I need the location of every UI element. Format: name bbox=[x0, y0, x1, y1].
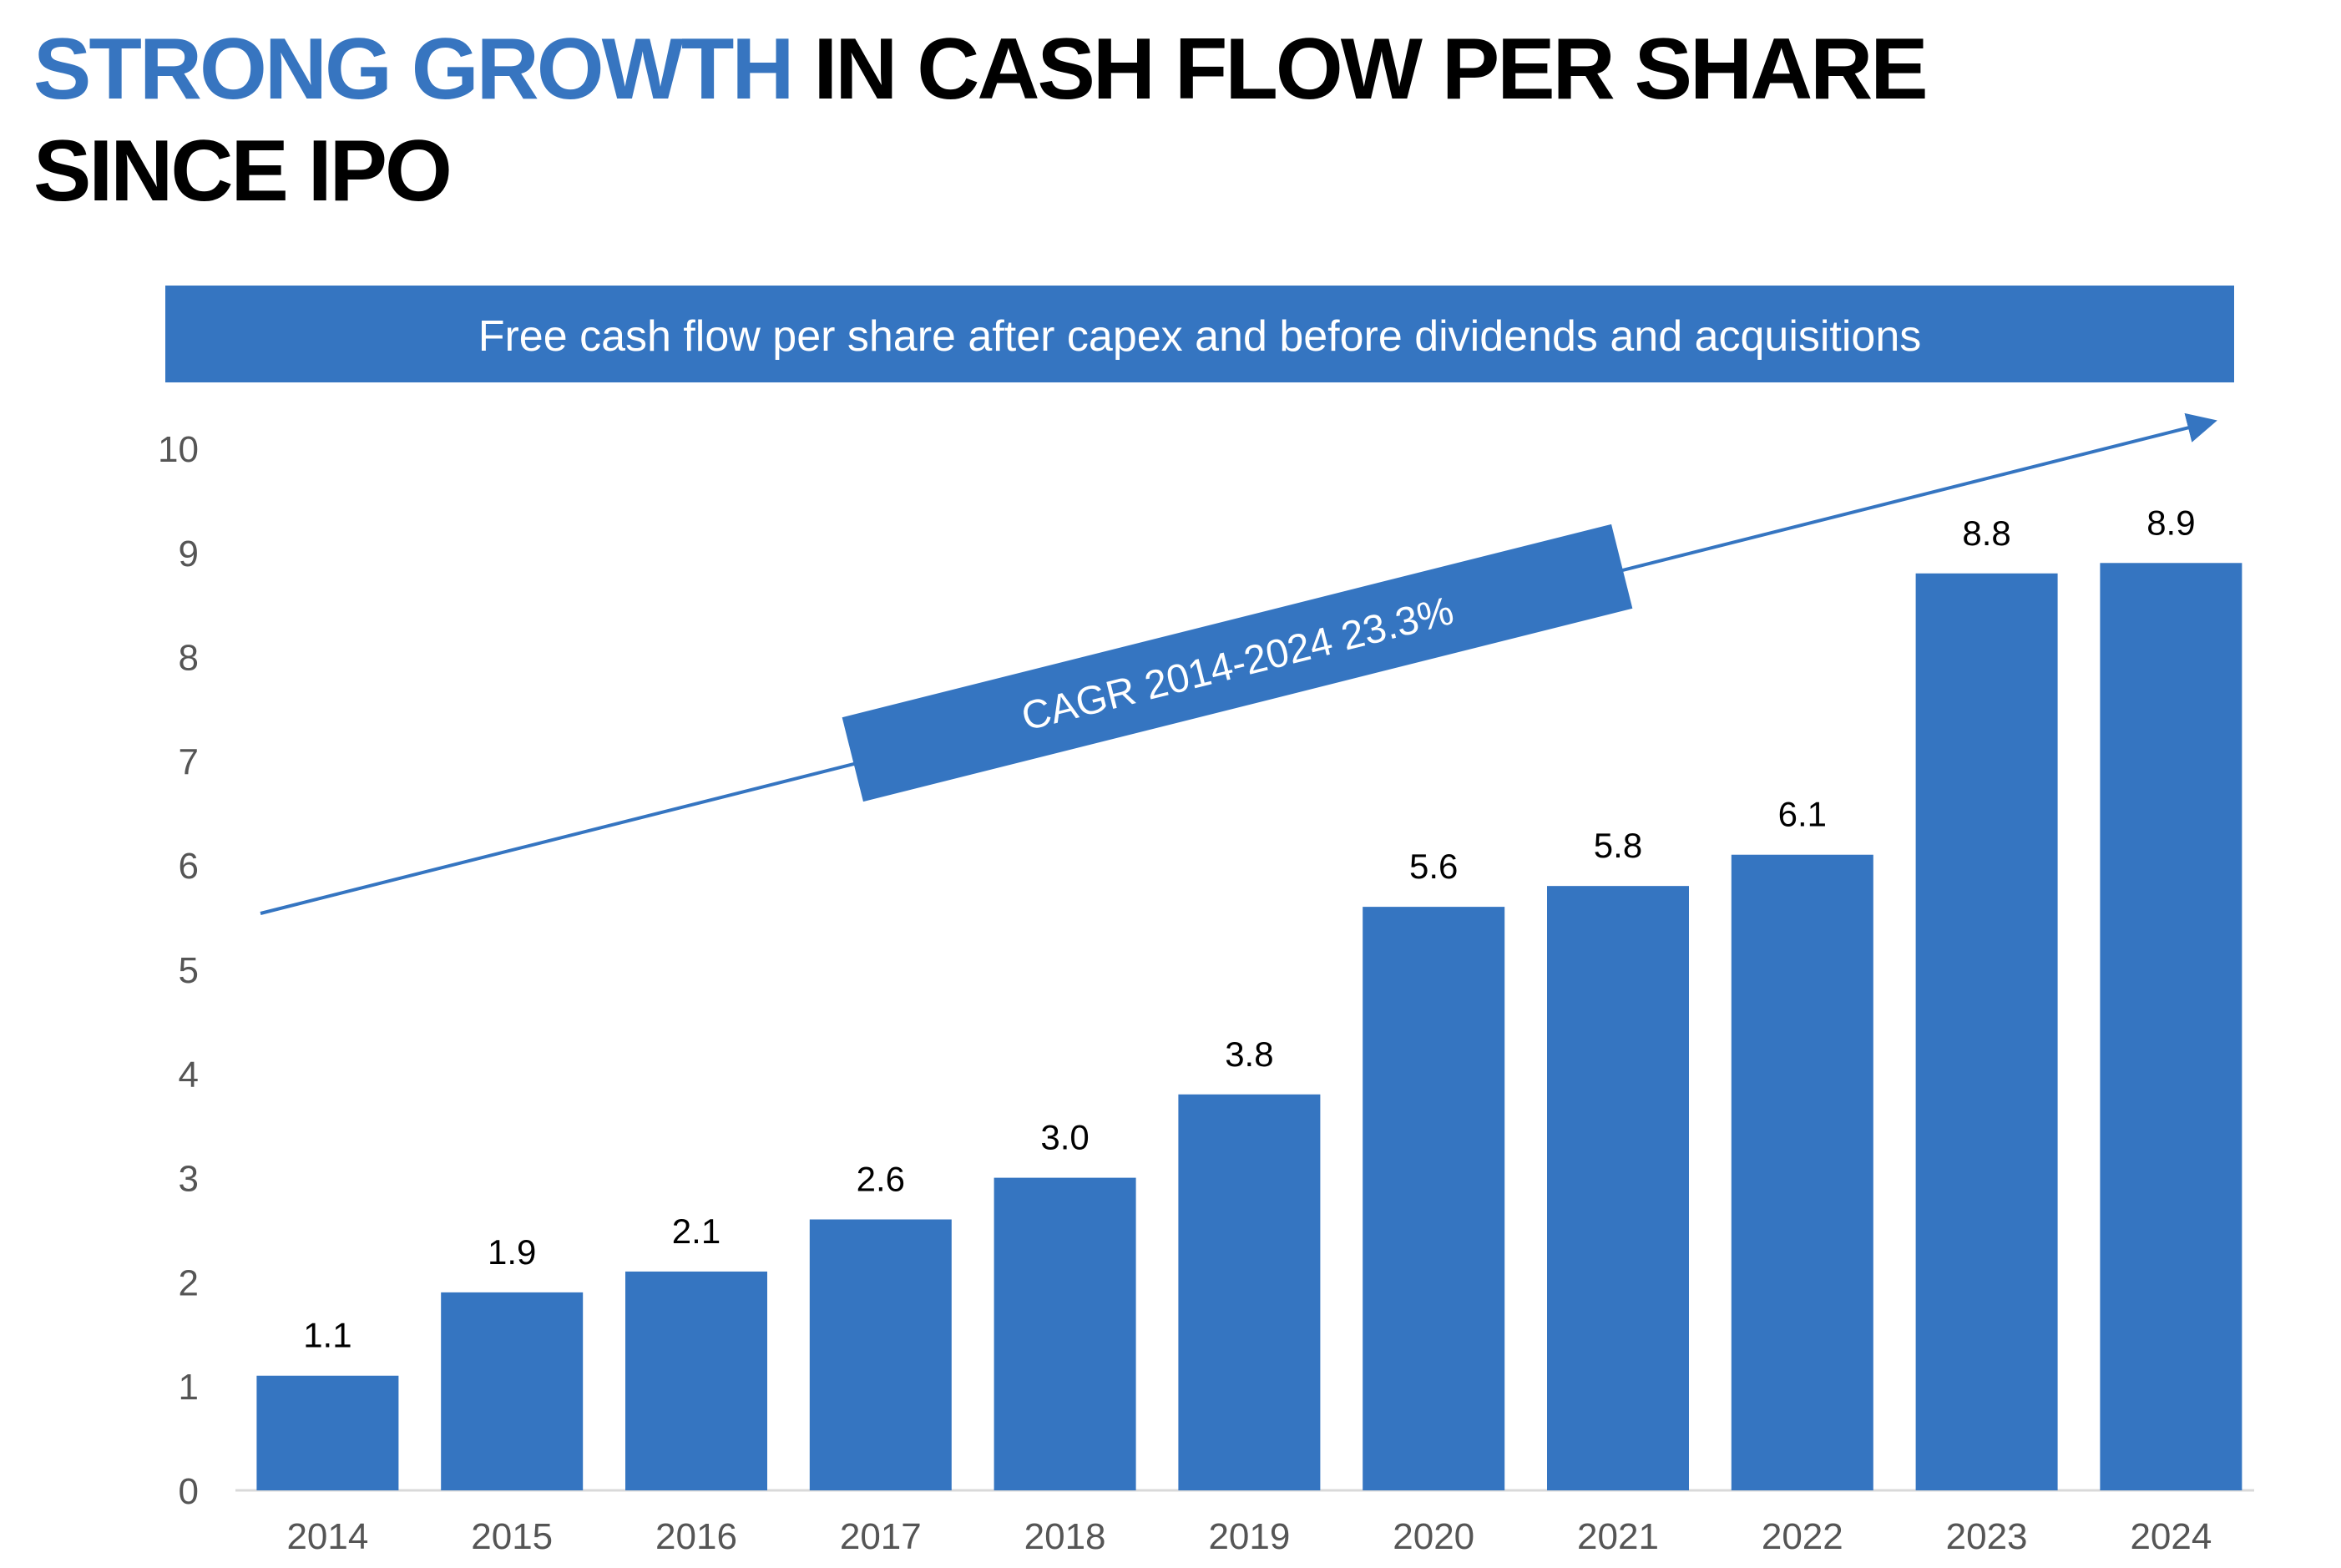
data-label: 3.8 bbox=[1225, 1034, 1273, 1074]
chart-title: Free cash flow per share after capex and… bbox=[478, 312, 1922, 361]
data-label: 8.9 bbox=[2146, 503, 2195, 542]
data-label: 2.1 bbox=[672, 1211, 721, 1251]
x-tick-label: 2015 bbox=[471, 1516, 553, 1557]
bar bbox=[809, 1219, 952, 1490]
data-label: 1.9 bbox=[488, 1232, 536, 1272]
y-tick-label: 10 bbox=[158, 429, 199, 470]
page-title: STRONG GROWTH IN CASH FLOW PER SHARE SINC… bbox=[33, 18, 2288, 222]
y-tick-label: 0 bbox=[179, 1471, 199, 1512]
data-label: 3.0 bbox=[1040, 1118, 1089, 1157]
data-label: 1.1 bbox=[303, 1316, 351, 1355]
y-tick-label: 5 bbox=[179, 950, 199, 991]
chart-title-background bbox=[165, 286, 2234, 382]
bar bbox=[441, 1292, 584, 1490]
x-tick-label: 2024 bbox=[2130, 1516, 2212, 1557]
bar bbox=[2100, 563, 2242, 1490]
x-tick-label: 2021 bbox=[1577, 1516, 1659, 1557]
data-label: 8.8 bbox=[1962, 513, 2010, 553]
data-label: 6.1 bbox=[1778, 795, 1827, 834]
y-tick-label: 1 bbox=[179, 1367, 199, 1408]
x-axis: 2014 2015 2016 2017 2018 2019 2020 2021 2022 2023… bbox=[286, 1516, 2212, 1557]
x-tick-label: 2022 bbox=[1762, 1516, 1843, 1557]
cagr-label-box bbox=[842, 524, 1633, 802]
y-tick-label: 2 bbox=[179, 1262, 199, 1303]
bar bbox=[1915, 573, 2058, 1490]
y-tick-label: 3 bbox=[179, 1159, 199, 1200]
y-tick-label: 7 bbox=[179, 741, 199, 782]
bar bbox=[1731, 854, 1873, 1490]
bar bbox=[1178, 1094, 1321, 1490]
x-tick-label: 2017 bbox=[840, 1516, 922, 1557]
x-tick-label: 2018 bbox=[1024, 1516, 1106, 1557]
bar bbox=[256, 1375, 399, 1490]
x-tick-label: 2016 bbox=[655, 1516, 737, 1557]
y-tick-label: 4 bbox=[179, 1055, 199, 1095]
data-label: 2.6 bbox=[857, 1160, 905, 1199]
y-axis: 0 1 2 3 4 5 6 7 8 9 10 bbox=[158, 429, 199, 1512]
title-line2: SINCE IPO bbox=[33, 123, 453, 220]
x-tick-label: 2019 bbox=[1208, 1516, 1290, 1557]
bar bbox=[994, 1177, 1136, 1490]
y-tick-label: 6 bbox=[179, 846, 199, 887]
bar bbox=[1363, 907, 1505, 1490]
bar bbox=[625, 1271, 767, 1490]
x-tick-label: 2023 bbox=[1946, 1516, 2028, 1557]
bar bbox=[1547, 886, 1689, 1490]
data-label: 5.6 bbox=[1409, 847, 1458, 886]
x-tick-label: 2014 bbox=[286, 1516, 368, 1557]
data-label: 5.8 bbox=[1594, 826, 1642, 865]
y-tick-label: 8 bbox=[179, 638, 199, 679]
title-line1-rest: IN CASH FLOW PER SHARE bbox=[791, 21, 1928, 118]
y-tick-label: 9 bbox=[179, 534, 199, 574]
bar-series: 1.1 1.9 2.1 2.6 3.0 3.8 5.6 5.8 6.1 8.8 8.9 bbox=[256, 503, 2242, 1490]
chart-title-banner: Free cash flow per share after capex and… bbox=[165, 286, 2234, 382]
title-highlight: STRONG GROWTH bbox=[33, 21, 794, 118]
x-tick-label: 2020 bbox=[1393, 1516, 1474, 1557]
